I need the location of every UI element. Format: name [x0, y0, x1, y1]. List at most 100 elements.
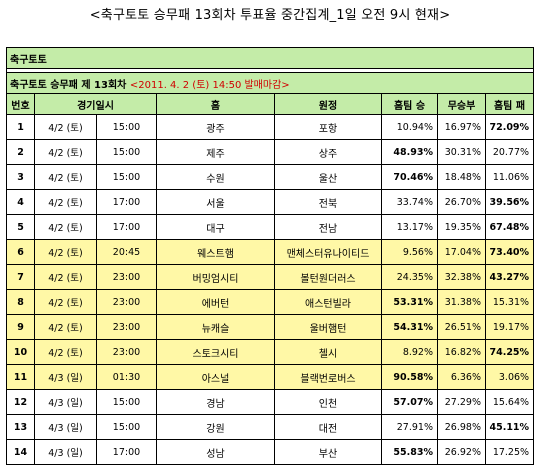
round-info: 축구토토 승무패 제 13회차 <2011. 4. 2 (토) 14:50 발매…: [5, 72, 535, 94]
home-team: 아스널: [156, 364, 275, 390]
row-number: 3: [6, 164, 35, 190]
home-lose-rate: 73.40%: [484, 239, 535, 265]
home-win-rate: 53.31%: [381, 289, 438, 315]
match-date: 4/3 (일): [34, 439, 97, 465]
table-row: 11 4/3 (일) 01:30 아스널 블랙번로버스 90.58% 6.36% 3.06%: [6, 364, 535, 390]
home-team: 성남: [156, 439, 275, 465]
away-team: 첼시: [274, 339, 382, 365]
home-win-rate: 8.92%: [381, 339, 438, 365]
home-win-rate: 33.74%: [381, 189, 438, 215]
row-number: 5: [6, 214, 35, 240]
home-lose-rate: 74.25%: [484, 339, 535, 365]
vote-rate-table: 축구토토 축구토토 승무패 제 13회차 <2011. 4. 2 (토) 14:…: [5, 47, 535, 465]
row-number: 12: [6, 389, 35, 415]
away-team: 맨체스터유나이티드: [274, 239, 382, 265]
table-row: 7 4/2 (토) 23:00 버밍엄시티 볼턴원더러스 24.35% 32.38% 43.2…: [6, 264, 535, 290]
away-team: 블랙번로버스: [274, 364, 382, 390]
row-number: 14: [6, 439, 35, 465]
home-team: 버밍엄시티: [156, 264, 275, 290]
home-win-rate: 24.35%: [381, 264, 438, 290]
match-time: 17:00: [96, 214, 157, 240]
col-header-datetime: 경기일시: [34, 93, 157, 115]
table-row: 2 4/2 (토) 15:00 제주 상주 48.93% 30.31% 20.77%: [6, 139, 535, 165]
home-lose-rate: 67.48%: [484, 214, 535, 240]
draw-rate: 27.29%: [437, 389, 486, 415]
match-time: 15:00: [96, 114, 157, 140]
home-lose-rate: 45.11%: [484, 414, 535, 440]
away-team: 울산: [274, 164, 382, 190]
home-team: 웨스트햄: [156, 239, 275, 265]
col-header-home: 홈: [156, 93, 275, 115]
match-date: 4/3 (일): [34, 364, 97, 390]
match-date: 4/2 (토): [34, 314, 97, 340]
draw-rate: 26.51%: [437, 314, 486, 340]
home-win-rate: 57.07%: [381, 389, 438, 415]
away-team: 부산: [274, 439, 382, 465]
home-team: 대구: [156, 214, 275, 240]
table-row: 3 4/2 (토) 15:00 수원 울산 70.46% 18.48% 11.06%: [6, 164, 535, 190]
away-team: 상주: [274, 139, 382, 165]
table-row: 13 4/3 (일) 15:00 강원 대전 27.91% 26.98% 45.11%: [6, 414, 535, 440]
match-time: 01:30: [96, 364, 157, 390]
row-number: 1: [6, 114, 35, 140]
section-label: 축구토토: [5, 47, 535, 69]
home-win-rate: 55.83%: [381, 439, 438, 465]
home-lose-rate: 43.27%: [484, 264, 535, 290]
away-team: 포항: [274, 114, 382, 140]
match-date: 4/2 (토): [34, 289, 97, 315]
home-win-rate: 54.31%: [381, 314, 438, 340]
col-header-number: 번호: [6, 93, 35, 115]
home-lose-rate: 15.64%: [484, 389, 535, 415]
home-team: 서울: [156, 189, 275, 215]
home-lose-rate: 17.25%: [484, 439, 535, 465]
away-team: 울버햄턴: [274, 314, 382, 340]
table-row: 6 4/2 (토) 20:45 웨스트햄 맨체스터유나이티드 9.56% 17.04% 73.…: [6, 239, 535, 265]
round-header-row: 축구토토 승무패 제 13회차 <2011. 4. 2 (토) 14:50 발매…: [5, 72, 535, 94]
table-row: 10 4/2 (토) 23:00 스토크시티 첼시 8.92% 16.82% 74.25%: [6, 339, 535, 365]
match-date: 4/2 (토): [34, 189, 97, 215]
draw-rate: 32.38%: [437, 264, 486, 290]
match-date: 4/2 (토): [34, 264, 97, 290]
home-lose-rate: 39.56%: [484, 189, 535, 215]
home-team: 강원: [156, 414, 275, 440]
match-time: 17:00: [96, 439, 157, 465]
draw-rate: 17.04%: [437, 239, 486, 265]
away-team: 전북: [274, 189, 382, 215]
row-number: 13: [6, 414, 35, 440]
draw-rate: 16.97%: [437, 114, 486, 140]
match-time: 23:00: [96, 339, 157, 365]
match-date: 4/2 (토): [34, 114, 97, 140]
match-time: 15:00: [96, 164, 157, 190]
match-time: 23:00: [96, 289, 157, 315]
table-body: 1 4/2 (토) 15:00 광주 포항 10.94% 16.97% 72.09% 2 4/2 …: [6, 114, 535, 465]
home-win-rate: 13.17%: [381, 214, 438, 240]
deadline-text: <2011. 4. 2 (토) 14:50 발매마감>: [129, 79, 290, 91]
home-lose-rate: 11.06%: [484, 164, 535, 190]
match-date: 4/2 (토): [34, 239, 97, 265]
home-win-rate: 27.91%: [381, 414, 438, 440]
table-row: 4 4/2 (토) 17:00 서울 전북 33.74% 26.70% 39.56%: [6, 189, 535, 215]
away-team: 전남: [274, 214, 382, 240]
draw-rate: 26.70%: [437, 189, 486, 215]
away-team: 애스턴빌라: [274, 289, 382, 315]
match-date: 4/2 (토): [34, 139, 97, 165]
home-team: 제주: [156, 139, 275, 165]
table-row: 9 4/2 (토) 23:00 뉴캐슬 울버햄턴 54.31% 26.51% 19.17%: [6, 314, 535, 340]
draw-rate: 31.38%: [437, 289, 486, 315]
match-time: 17:00: [96, 189, 157, 215]
row-number: 2: [6, 139, 35, 165]
section-header-row: 축구토토: [5, 47, 535, 69]
col-header-draw: 무승부: [437, 93, 486, 115]
row-number: 10: [6, 339, 35, 365]
draw-rate: 18.48%: [437, 164, 486, 190]
col-header-home-lose: 홈팀 패: [484, 93, 535, 115]
match-date: 4/3 (일): [34, 414, 97, 440]
row-number: 7: [6, 264, 35, 290]
home-lose-rate: 3.06%: [484, 364, 535, 390]
match-time: 20:45: [96, 239, 157, 265]
match-date: 4/2 (토): [34, 214, 97, 240]
match-time: 15:00: [96, 389, 157, 415]
match-time: 15:00: [96, 414, 157, 440]
match-date: 4/2 (토): [34, 164, 97, 190]
table-row: 8 4/2 (토) 23:00 에버턴 애스턴빌라 53.31% 31.38% 15.31%: [6, 289, 535, 315]
